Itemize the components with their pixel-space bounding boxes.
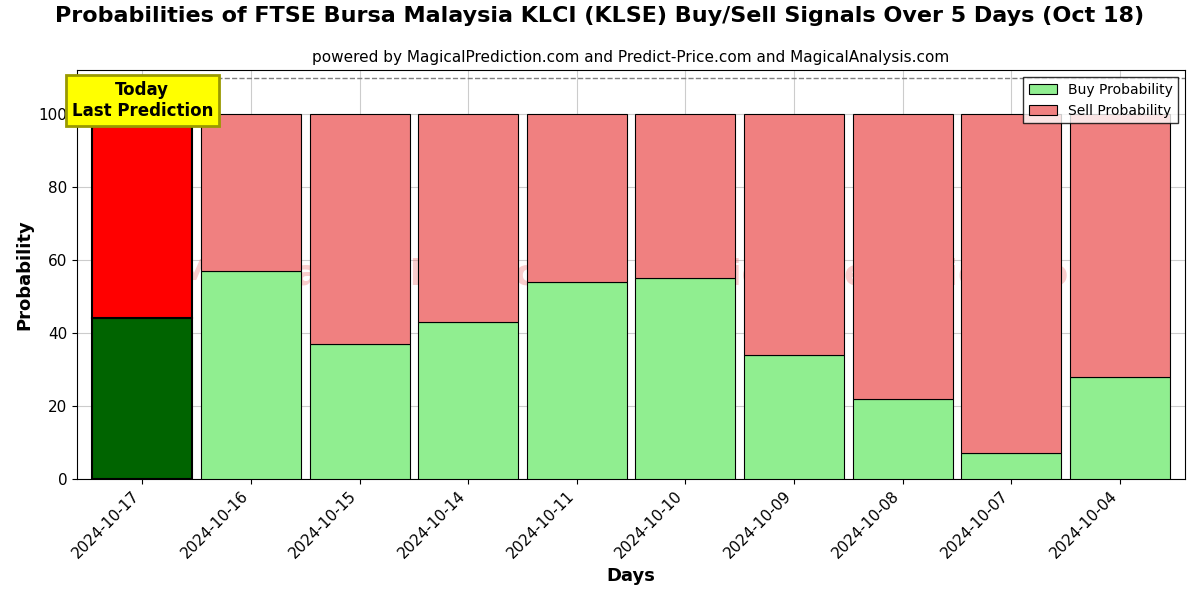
Bar xyxy=(418,322,518,479)
Bar xyxy=(744,355,844,479)
Bar xyxy=(310,344,409,479)
Bar xyxy=(92,114,192,319)
Bar xyxy=(200,271,301,479)
Bar xyxy=(961,114,1061,453)
Legend: Buy Probability, Sell Probability: Buy Probability, Sell Probability xyxy=(1024,77,1178,124)
Bar xyxy=(200,114,301,271)
Bar xyxy=(636,278,736,479)
Bar xyxy=(310,114,409,344)
Bar xyxy=(636,114,736,278)
Title: powered by MagicalPrediction.com and Predict-Price.com and MagicalAnalysis.com: powered by MagicalPrediction.com and Pre… xyxy=(312,50,949,65)
Bar xyxy=(853,114,953,398)
Bar xyxy=(92,319,192,479)
Bar xyxy=(853,398,953,479)
X-axis label: Days: Days xyxy=(607,567,655,585)
Bar xyxy=(1070,377,1170,479)
Bar xyxy=(418,114,518,322)
Y-axis label: Probability: Probability xyxy=(14,219,32,330)
Bar xyxy=(527,282,626,479)
Text: Probabilities of FTSE Bursa Malaysia KLCI (KLSE) Buy/Sell Signals Over 5 Days (O: Probabilities of FTSE Bursa Malaysia KLC… xyxy=(55,6,1145,26)
Text: MagicalAnalysis.com: MagicalAnalysis.com xyxy=(175,257,599,292)
Bar xyxy=(744,114,844,355)
Text: MagicalPrediction.com: MagicalPrediction.com xyxy=(643,257,1106,292)
Bar xyxy=(961,453,1061,479)
Text: Today
Last Prediction: Today Last Prediction xyxy=(72,81,214,120)
Bar xyxy=(1070,114,1170,377)
Bar xyxy=(527,114,626,282)
